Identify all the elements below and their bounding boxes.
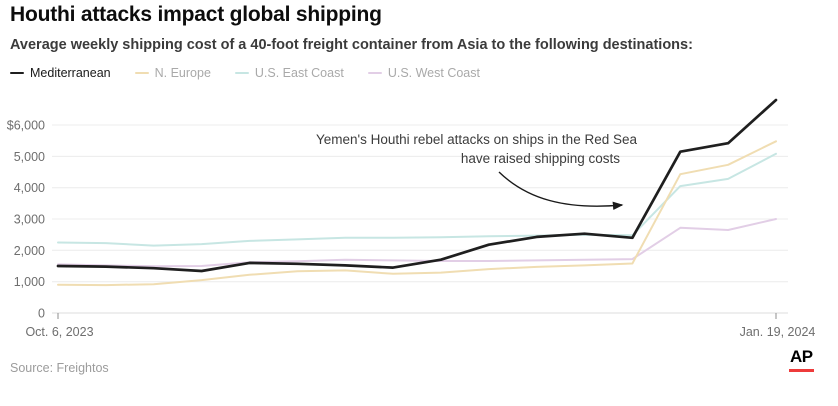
- x-axis-labels: Oct. 6, 2023 Jan. 19, 2024: [25, 313, 815, 339]
- legend: Mediterranean N. Europe U.S. East Coast U.S…: [10, 66, 480, 80]
- series-line-n-europe: [57, 140, 777, 287]
- chart-title: Houthi attacks impact global shipping: [10, 3, 382, 26]
- x-tick-label: Jan. 19, 2024: [740, 325, 816, 339]
- legend-dash-icon: [10, 71, 24, 75]
- legend-dash-icon: [134, 71, 149, 75]
- series-line-u-s-east-coast: [57, 152, 777, 247]
- legend-item-n-europe: N. Europe: [134, 66, 211, 80]
- y-tick-label: 1,000: [14, 275, 45, 289]
- ap-logo: AP: [789, 347, 814, 372]
- y-tick-label: 4,000: [14, 181, 45, 195]
- series-line-u-s-west-coast: [57, 218, 777, 268]
- legend-label: U.S. West Coast: [387, 66, 480, 80]
- chart-subtitle: Average weekly shipping cost of a 40-foo…: [10, 37, 693, 53]
- x-tick-label: Oct. 6, 2023: [25, 325, 93, 339]
- legend-label: Mediterranean: [30, 66, 111, 80]
- legend-item-u-s-east-coast: U.S. East Coast: [234, 66, 344, 80]
- series-line-mediterranean: [56, 98, 778, 273]
- y-tick-label: 2,000: [14, 244, 45, 258]
- y-axis-labels: 0 1,000 2,000 3,000 4,000 5,000 $6,000: [7, 119, 45, 321]
- y-tick-label: 3,000: [14, 213, 45, 227]
- annotation-line-1: Yemen's Houthi rebel attacks on ships in…: [316, 132, 638, 147]
- series-lines: [56, 98, 778, 287]
- legend-label: U.S. East Coast: [254, 66, 344, 80]
- legend-dash-icon: [367, 71, 382, 75]
- legend-item-mediterranean: Mediterranean: [10, 66, 111, 80]
- y-tick-label: $6,000: [7, 119, 45, 133]
- annotation-arrow-icon: [498, 171, 624, 210]
- annotation: Yemen's Houthi rebel attacks on ships in…: [316, 132, 638, 210]
- y-tick-label: 5,000: [14, 150, 45, 164]
- legend-dash-icon: [234, 71, 249, 75]
- annotation-line-2: have raised shipping costs: [461, 151, 620, 166]
- gridlines: [52, 124, 788, 314]
- legend-label: N. Europe: [154, 66, 211, 80]
- legend-item-u-s-west-coast: U.S. West Coast: [367, 66, 480, 80]
- y-tick-label: 0: [38, 307, 45, 321]
- source-note: Source: Freightos: [10, 361, 109, 375]
